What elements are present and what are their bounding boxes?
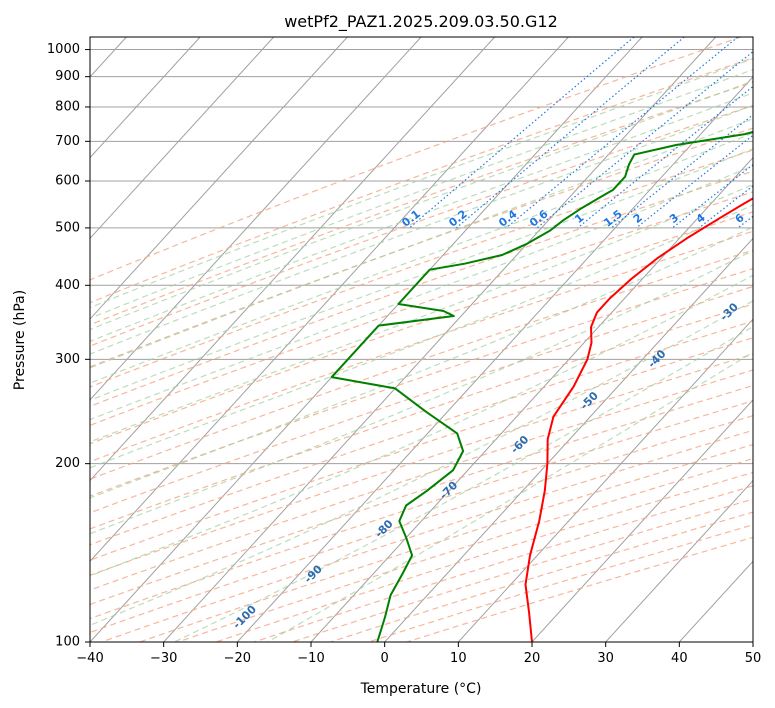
mixing-ratio-line [766, 37, 775, 228]
mixing-ratio-label: 1 [572, 211, 586, 226]
dry-adiabat-label: -90 [302, 562, 325, 585]
isotherm-gridline [384, 237, 753, 642]
dry-adiabat [90, 320, 753, 546]
x-tick-label: −30 [150, 651, 177, 666]
mixing-ratio-line [409, 37, 635, 229]
dewpoint-profile [330, 130, 753, 642]
dry-adiabat [90, 37, 742, 281]
dry-adiabat-label: -30 [718, 300, 741, 323]
mixing-ratio-label: 1.5 [601, 207, 624, 229]
y-tick-label: 200 [55, 456, 80, 471]
plot-lines [90, 37, 775, 642]
mixing-ratio-label: 0.4 [496, 207, 520, 229]
dry-adiabat [101, 429, 753, 642]
x-tick-label: −10 [297, 651, 324, 666]
isotherm-gridline [90, 37, 422, 401]
dry-adiabat-label: -80 [372, 517, 395, 540]
y-tick-label: 600 [55, 173, 80, 188]
moist-adiabat [90, 68, 753, 319]
x-tick-label: 0 [381, 651, 389, 666]
dry-adiabat-label: -100 [230, 603, 259, 632]
dry-adiabat [90, 415, 753, 634]
mixing-ratio-line [455, 37, 685, 229]
moist-adiabat [90, 57, 753, 309]
x-tick-label: −40 [76, 651, 103, 666]
mixing-ratio-line [737, 215, 753, 229]
dry-adiabat [90, 369, 753, 591]
x-tick-label: −20 [224, 651, 251, 666]
isotherm-gridline [457, 318, 753, 642]
mixing-ratio-label: 2 [631, 211, 645, 226]
axes: −40 −30 −20 −10 0 10 20 30 40 5010020030040050060… [47, 42, 761, 666]
y-axis-label: Pressure (hPa) [12, 290, 28, 390]
dry-adiabat [90, 57, 753, 304]
dry-adiabat [90, 211, 753, 445]
dry-adiabat [90, 127, 753, 368]
dry-adiabat [90, 353, 753, 576]
mixing-ratio-label: 0.6 [527, 207, 551, 229]
y-tick-label: 900 [55, 69, 80, 84]
mixing-ratio-label: 0.1 [399, 207, 422, 229]
dry-adiabat [254, 485, 753, 642]
dry-adiabat-label: -60 [508, 433, 531, 456]
mixing-ratio-line [698, 185, 753, 229]
chart-title: wetPf2_PAZ1.2025.209.03.50.G12 [284, 12, 558, 32]
mixing-ratio-line [611, 113, 753, 229]
dry-adiabat [90, 267, 753, 497]
dry-adiabat-label: -40 [645, 347, 668, 370]
mixing-ratio-line [635, 134, 753, 229]
x-tick-label: 20 [524, 651, 541, 666]
isotherm-gridline [605, 479, 753, 642]
moist-adiabat [90, 148, 753, 401]
isotherm-gridline [752, 641, 753, 642]
isotherm-gridline [90, 37, 275, 240]
moist-adiabat [90, 92, 753, 342]
moist-adiabat [90, 249, 753, 535]
moist-adiabat [267, 351, 753, 642]
x-tick-label: 50 [745, 651, 762, 666]
plot-frame [89, 36, 754, 643]
moist-adiabat [90, 274, 753, 577]
mixing-ratio-line [577, 85, 753, 229]
y-tick-label: 700 [55, 134, 80, 149]
x-tick-label: 40 [671, 651, 688, 666]
dry-adiabat [330, 511, 753, 642]
mixing-ratio-label: 4 [694, 211, 708, 226]
y-tick-label: 1000 [47, 42, 80, 57]
dry-adiabat [90, 303, 753, 530]
mixing-ratio-line [505, 37, 739, 229]
mixing-ratio-line [672, 163, 753, 229]
y-tick-label: 500 [55, 220, 80, 235]
x-tick-label: 30 [597, 651, 614, 666]
moist-adiabat [90, 226, 753, 499]
mixing-ratio-line [536, 50, 753, 229]
isotherm-gridline [163, 37, 717, 642]
dry-adiabat [139, 443, 753, 642]
temperature-profile [524, 197, 753, 642]
isotherm-gridline [90, 37, 496, 482]
isotherm-gridline [90, 37, 201, 159]
isotherm-gridline [531, 399, 753, 642]
isotherm-gridline [236, 76, 753, 642]
y-tick-label: 400 [55, 278, 80, 293]
moist-adiabat [90, 300, 753, 626]
y-tick-label: 300 [55, 352, 80, 367]
mixing-ratio-label: 6 [733, 211, 747, 226]
y-tick-label: 100 [55, 635, 80, 650]
moist-adiabat [90, 132, 753, 384]
dry-adiabat [90, 149, 753, 388]
x-tick-label: 10 [450, 651, 467, 666]
isotherm-gridline [90, 37, 348, 320]
y-tick-label: 800 [55, 99, 80, 114]
moist-adiabat [90, 165, 753, 421]
x-axis-label: Temperature (°C) [360, 681, 482, 697]
mixing-ratio-label: 3 [667, 211, 681, 226]
isotherm-gridline [90, 37, 569, 562]
